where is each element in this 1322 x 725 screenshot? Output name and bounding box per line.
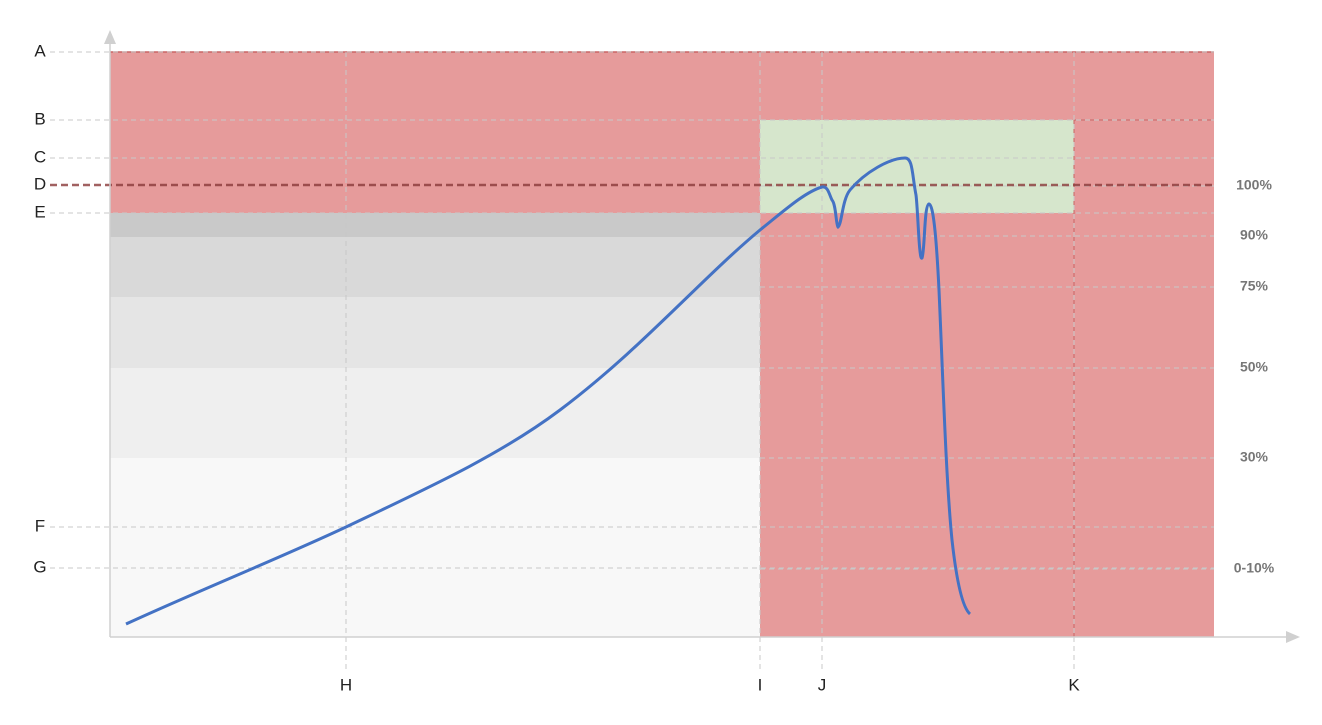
x-label: H bbox=[340, 675, 352, 694]
grid bbox=[50, 51, 1214, 672]
right-label: 100% bbox=[1236, 177, 1272, 193]
x-label: J bbox=[818, 675, 827, 694]
arrow bbox=[1286, 631, 1300, 643]
x-label: I bbox=[758, 675, 763, 694]
red-zone bbox=[760, 213, 1214, 637]
y-label: C bbox=[34, 147, 46, 166]
arrow bbox=[104, 30, 116, 44]
x-label: K bbox=[1068, 675, 1080, 694]
y-label: E bbox=[34, 202, 45, 221]
y-label: G bbox=[33, 557, 46, 576]
y-label: F bbox=[35, 516, 45, 535]
right-label: 75% bbox=[1240, 278, 1269, 294]
band bbox=[110, 368, 760, 458]
y-label: A bbox=[34, 41, 46, 60]
right-label: 0-10% bbox=[1234, 560, 1275, 576]
band bbox=[110, 213, 760, 237]
y-label: B bbox=[34, 109, 45, 128]
band bbox=[110, 297, 760, 368]
band bbox=[110, 237, 760, 297]
y-label: D bbox=[34, 174, 46, 193]
curve bbox=[125, 156, 972, 626]
right-label: 50% bbox=[1240, 359, 1269, 375]
right-label: 30% bbox=[1240, 449, 1269, 465]
band bbox=[110, 458, 760, 637]
right-label: 90% bbox=[1240, 227, 1269, 243]
